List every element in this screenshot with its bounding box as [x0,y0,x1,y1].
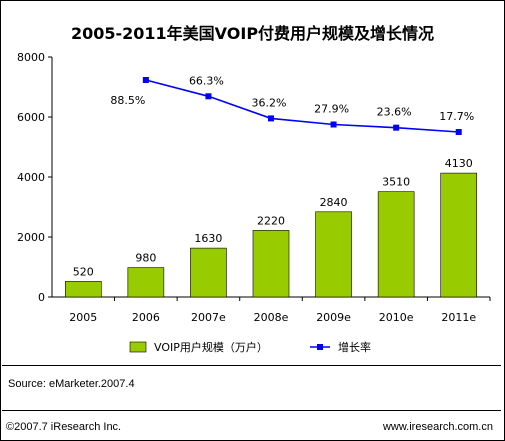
bar-value-label: 4130 [445,157,473,170]
bar [377,191,415,298]
growth-point [142,77,149,83]
x-tick-label: 2011e [441,311,476,324]
x-tick-label: 2010e [379,311,414,324]
x-tick-label: 2009e [316,311,351,324]
growth-point [393,124,400,131]
growth-line: 88.5% 66.3% 36.2% 27.9% 23.6% 17.7% [110,74,474,135]
bar-value-label: 2220 [257,214,285,227]
axes: 0 2000 4000 6000 8000 2005 2006 2007e 2008e 2009e… [17,51,491,324]
legend-swatch-marker [317,344,323,350]
growth-point [455,129,462,135]
bar [252,230,290,298]
bar-value-label: 520 [73,265,94,278]
y-tick-label: 2000 [17,231,45,244]
x-tick-label: 2008e [254,311,289,324]
growth-point [268,115,274,122]
y-tick-label: 4000 [17,171,45,184]
growth-line-path [145,79,459,133]
bar [127,267,165,298]
bar [440,172,478,298]
bar-value-label: 1630 [194,232,222,245]
growth-point [330,121,337,128]
legend-label-bar: VOIP用户规模（万户） [154,340,268,354]
bar [190,247,227,298]
separator-line [2,365,501,366]
bar-value-label: 2840 [320,196,348,209]
growth-label: 66.3% [189,74,224,87]
growth-label: 23.6% [377,106,412,119]
growth-point [205,93,212,100]
bar [315,211,352,298]
growth-label: 36.2% [252,96,287,109]
y-tick-label: 8000 [17,51,45,64]
source-text: Source: eMarketer.2007.4 [8,378,135,390]
x-tick-label: 2006 [132,311,160,324]
legend: VOIP用户规模（万户） 增长率 [129,340,371,354]
legend-label-line: 增长率 [338,340,371,354]
bar-value-label: 980 [135,252,156,265]
website-link[interactable]: www.iresearch.com.cn [382,421,493,433]
x-tick-label: 2005 [69,311,97,324]
bars: 520 980 1630 2220 2840 3510 4130 [64,157,478,298]
chart-title: 2005-2011年美国VOIP付费用户规模及增长情况 [70,24,435,43]
copyright-text: ©2007.7 iResearch Inc. [6,421,122,433]
growth-label: 17.7% [439,110,474,123]
separator-line [2,410,501,411]
y-tick-label: 0 [38,291,45,304]
growth-label: 27.9% [314,103,349,116]
bar [64,281,102,298]
growth-label: 88.5% [110,94,145,107]
y-tick-label: 6000 [17,111,45,124]
x-tick-label: 2007e [191,311,226,324]
bar-value-label: 3510 [382,176,410,189]
legend-swatch-bar [129,341,147,353]
